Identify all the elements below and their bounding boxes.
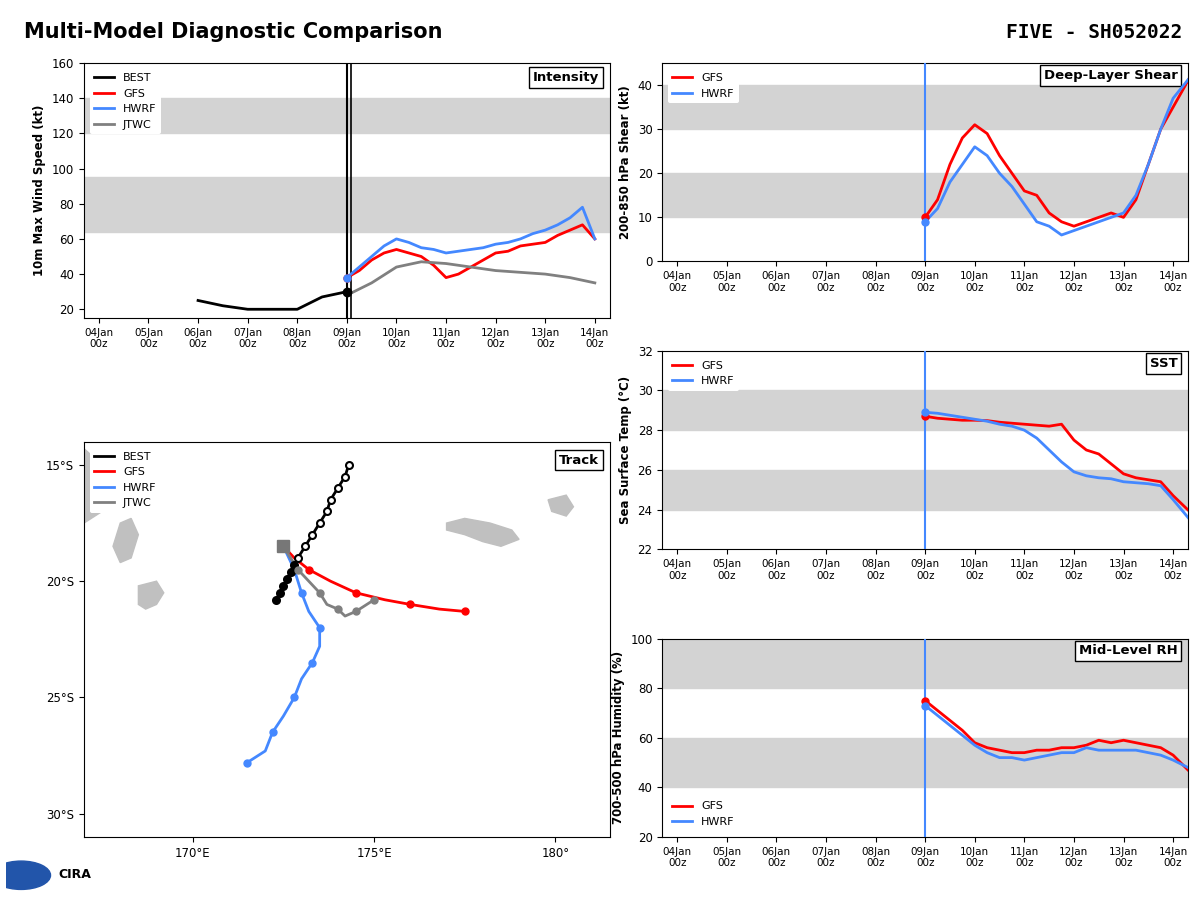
Text: Track: Track — [559, 454, 599, 466]
Bar — [662, 470, 1188, 509]
Text: Multi-Model Diagnostic Comparison: Multi-Model Diagnostic Comparison — [24, 22, 443, 42]
Legend: GFS, HWRF: GFS, HWRF — [668, 797, 739, 832]
Legend: GFS, HWRF: GFS, HWRF — [668, 68, 739, 103]
Polygon shape — [446, 518, 520, 546]
Legend: GFS, HWRF: GFS, HWRF — [668, 356, 739, 391]
Bar — [662, 86, 1188, 130]
Legend: BEST, GFS, HWRF, JTWC: BEST, GFS, HWRF, JTWC — [90, 68, 161, 134]
Bar — [662, 638, 1188, 689]
Bar — [662, 391, 1188, 430]
Polygon shape — [113, 518, 138, 562]
Text: SST: SST — [1150, 356, 1177, 370]
Y-axis label: 10m Max Wind Speed (kt): 10m Max Wind Speed (kt) — [34, 104, 47, 276]
Polygon shape — [138, 581, 163, 609]
Text: Mid-Level RH: Mid-Level RH — [1079, 644, 1177, 658]
Y-axis label: 700-500 hPa Humidity (%): 700-500 hPa Humidity (%) — [612, 652, 625, 824]
Circle shape — [0, 861, 50, 889]
Y-axis label: 200-850 hPa Shear (kt): 200-850 hPa Shear (kt) — [619, 86, 632, 239]
Bar — [84, 98, 610, 133]
Bar — [662, 738, 1188, 788]
Polygon shape — [55, 448, 113, 523]
Y-axis label: Sea Surface Temp (°C): Sea Surface Temp (°C) — [619, 376, 632, 524]
Text: Intensity: Intensity — [533, 71, 599, 84]
Polygon shape — [548, 495, 574, 516]
Bar — [662, 174, 1188, 218]
Text: FIVE - SH052022: FIVE - SH052022 — [1006, 22, 1182, 41]
Legend: BEST, GFS, HWRF, JTWC: BEST, GFS, HWRF, JTWC — [90, 447, 161, 513]
Text: CIRA: CIRA — [58, 868, 91, 881]
Bar — [84, 177, 610, 232]
Text: Deep-Layer Shear: Deep-Layer Shear — [1044, 69, 1177, 82]
